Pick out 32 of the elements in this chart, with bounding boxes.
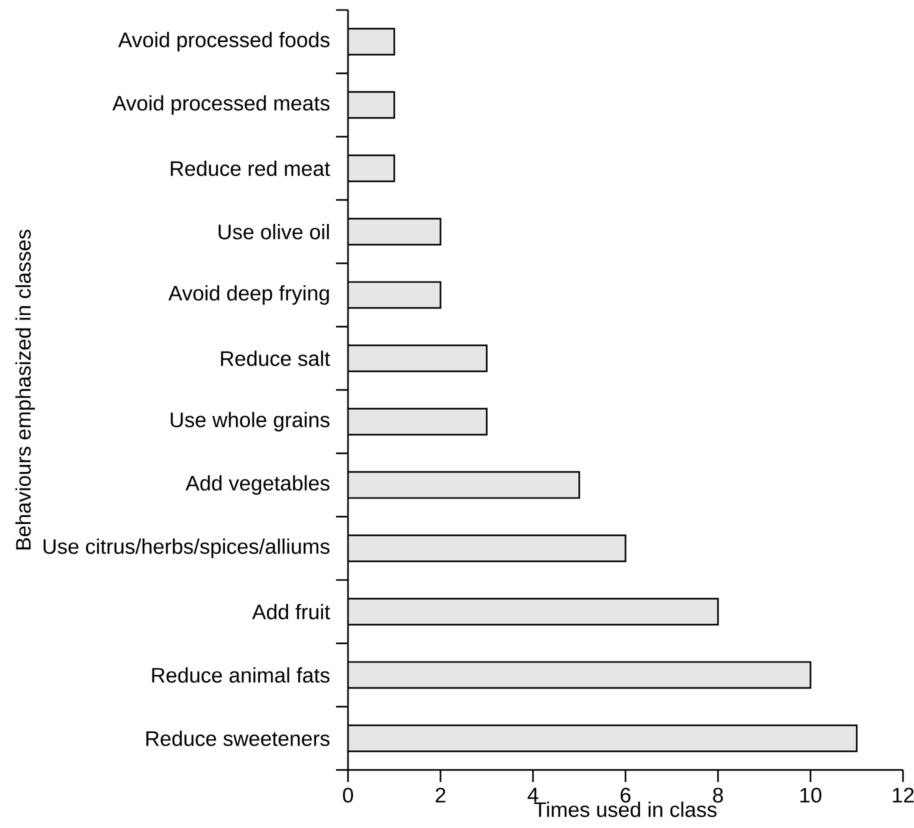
y-tick-label: Reduce sweeteners (146, 730, 330, 746)
x-tick-label: 0 (342, 788, 354, 803)
y-tick-label: Reduce red meat (170, 160, 330, 176)
y-axis-title: Behaviours emphasized in classes (15, 230, 35, 550)
bar (348, 281, 442, 309)
bar (348, 534, 626, 562)
bar (348, 344, 488, 372)
y-tick-label: Reduce animal fats (152, 667, 330, 683)
y-tick-label: Use whole grains (170, 412, 330, 432)
bar (348, 218, 442, 246)
y-tick-label: Avoid processed meats (112, 95, 330, 115)
y-tick-label: Avoid processed foods (118, 32, 330, 52)
bar (348, 471, 580, 499)
bar (348, 661, 812, 689)
x-tick-label: 6 (620, 788, 630, 803)
y-tick-label: Use olive oil (218, 224, 329, 240)
x-tick-label: 12 (892, 788, 914, 802)
y-tick-label: Add vegetables (186, 475, 330, 495)
bar (348, 28, 396, 56)
bar (348, 408, 488, 436)
y-tick-label: Reduce salt (221, 350, 330, 366)
y-tick-label: Add fruit (252, 604, 330, 620)
y-tick-label: Avoid deep frying (168, 285, 329, 305)
bar (348, 598, 719, 626)
y-tick-label: Use citrus/herbs/spices/alliums (44, 538, 330, 558)
bar (348, 154, 396, 182)
x-axis-title: Times used in class (534, 802, 716, 818)
bar (348, 724, 858, 752)
x-tick-label: 2 (436, 788, 446, 802)
x-tick-label: 8 (713, 788, 723, 803)
x-tick-label: 4 (528, 788, 538, 802)
x-tick-label: 10 (800, 788, 822, 803)
